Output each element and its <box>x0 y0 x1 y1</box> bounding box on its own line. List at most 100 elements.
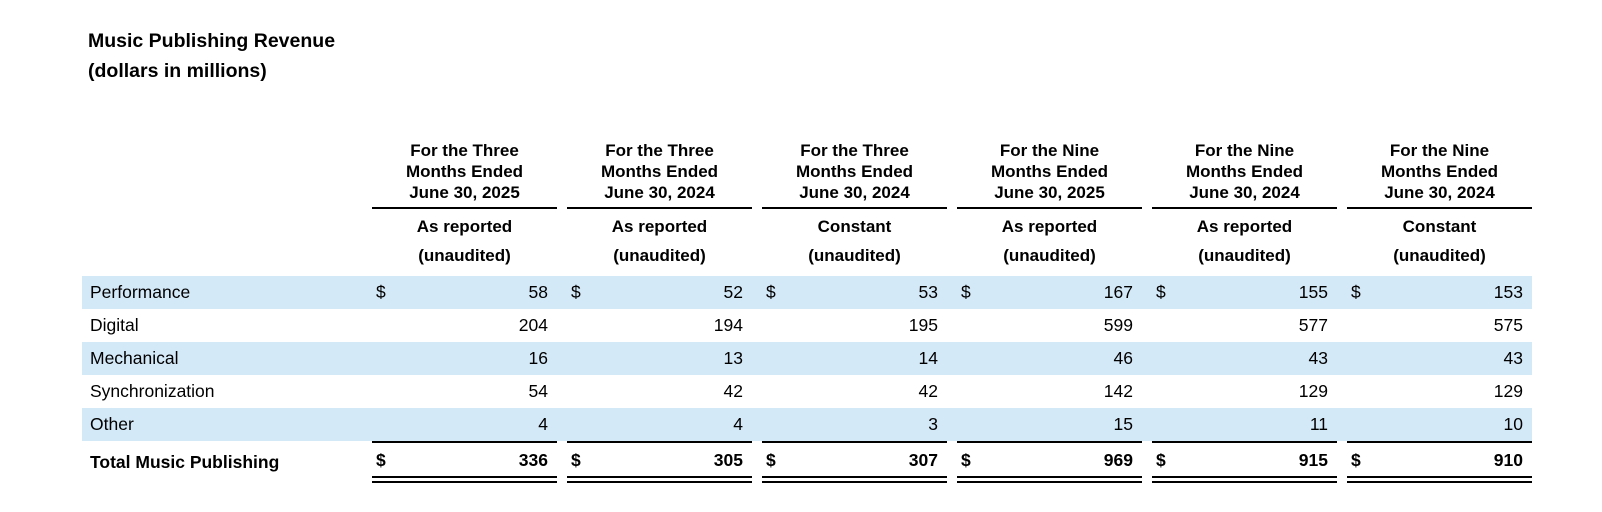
period-line: June 30, 2024 <box>799 183 910 202</box>
basis-label: As reported <box>1001 217 1098 236</box>
period-line: June 30, 2025 <box>409 183 520 202</box>
period-heading: For the Three Months Ended June 30, 2025 <box>372 140 557 209</box>
page-subtitle: (dollars in millions) <box>88 60 267 82</box>
period-heading: For the Three Months Ended June 30, 2024 <box>567 140 752 209</box>
currency-symbol: $ <box>376 450 386 470</box>
value-cell: 3 <box>752 408 947 441</box>
column-header-2: For the Three Months Ended June 30, 2024 <box>557 140 752 209</box>
period-line: Months Ended <box>1185 162 1304 181</box>
unaudited-label: (unaudited) <box>1393 246 1486 265</box>
currency-symbol: $ <box>961 450 971 470</box>
table-row-mechanical: Mechanical 16 13 14 46 43 43 <box>82 342 1532 375</box>
column-header-5: For the Nine Months Ended June 30, 2024 <box>1142 140 1337 209</box>
value-cell: 42 <box>557 375 752 408</box>
period-heading: For the Nine Months Ended June 30, 2024 <box>1152 140 1337 209</box>
cell-value: 599 <box>1103 315 1133 335</box>
period-line: For the Nine <box>1389 141 1490 160</box>
value-cell: $53 <box>752 276 947 309</box>
cell-value: 54 <box>528 381 548 401</box>
total-value: 969 <box>1103 450 1133 470</box>
revenue-table: For the Three Months Ended June 30, 2025 F… <box>82 140 1532 483</box>
title-block: Music Publishing Revenue (dollars in mil… <box>0 0 1602 83</box>
period-line: Months Ended <box>795 162 914 181</box>
value-cell: 13 <box>557 342 752 375</box>
value-cell: 10 <box>1337 408 1532 441</box>
table-row-digital: Digital 204 194 195 599 577 575 <box>82 309 1532 342</box>
period-line: June 30, 2025 <box>994 183 1105 202</box>
cell-value: 16 <box>528 348 548 368</box>
period-line: June 30, 2024 <box>1384 183 1495 202</box>
total-value: 915 <box>1298 450 1328 470</box>
cell-value: 153 <box>1493 282 1523 302</box>
currency-symbol: $ <box>766 282 776 302</box>
row-label: Synchronization <box>90 381 215 401</box>
period-line: June 30, 2024 <box>604 183 715 202</box>
basis-label: As reported <box>611 217 708 236</box>
period-line: June 30, 2024 <box>1189 183 1300 202</box>
basis-label: As reported <box>1196 217 1293 236</box>
value-cell: 42 <box>752 375 947 408</box>
label-column-spacer <box>82 237 362 276</box>
value-cell: 46 <box>947 342 1142 375</box>
value-cell: 16 <box>362 342 557 375</box>
currency-symbol: $ <box>1351 450 1361 470</box>
cell-value: 204 <box>518 315 548 335</box>
currency-symbol: $ <box>1156 282 1166 302</box>
total-value-cell: $969 <box>947 441 1142 483</box>
unaudited-label: (unaudited) <box>808 246 901 265</box>
cell-value: 10 <box>1503 414 1523 434</box>
period-line: For the Nine <box>999 141 1100 160</box>
cell-value: 155 <box>1298 282 1328 302</box>
cell-value: 195 <box>908 315 938 335</box>
value-cell: 129 <box>1142 375 1337 408</box>
cell-value: 4 <box>733 414 743 434</box>
cell-value: 4 <box>538 414 548 434</box>
currency-symbol: $ <box>571 450 581 470</box>
page-title: Music Publishing Revenue <box>88 30 336 52</box>
table-row-total: Total Music Publishing $336 $305 $307 $9… <box>82 441 1532 483</box>
cell-value: 3 <box>928 414 938 434</box>
currency-symbol: $ <box>376 282 386 302</box>
cell-value: 11 <box>1309 414 1328 434</box>
total-value-cell: $307 <box>752 441 947 483</box>
unaudited-header-row: (unaudited) (unaudited) (unaudited) (una… <box>82 237 1532 276</box>
cell-value: 43 <box>1503 348 1523 368</box>
currency-symbol: $ <box>1351 282 1361 302</box>
cell-value: 53 <box>918 282 938 302</box>
value-cell: 43 <box>1142 342 1337 375</box>
total-value: 336 <box>518 450 548 470</box>
total-value: 305 <box>713 450 743 470</box>
label-column-spacer <box>82 140 362 209</box>
value-cell: 43 <box>1337 342 1532 375</box>
unaudited-label: (unaudited) <box>1003 246 1096 265</box>
cell-value: 42 <box>723 381 743 401</box>
cell-value: 52 <box>723 282 743 302</box>
table-row-other: Other 4 4 3 15 11 10 <box>82 408 1532 441</box>
table-row-synchronization: Synchronization 54 42 42 142 129 129 <box>82 375 1532 408</box>
table-header: For the Three Months Ended June 30, 2025 F… <box>82 140 1532 276</box>
cell-value: 575 <box>1493 315 1523 335</box>
period-line: For the Three <box>605 141 714 160</box>
period-line: Months Ended <box>1380 162 1499 181</box>
column-header-6: For the Nine Months Ended June 30, 2024 <box>1337 140 1532 209</box>
value-cell: $52 <box>557 276 752 309</box>
cell-value: 194 <box>713 315 743 335</box>
column-header-4: For the Nine Months Ended June 30, 2025 <box>947 140 1142 209</box>
unaudited-label: (unaudited) <box>1198 246 1291 265</box>
value-cell: 204 <box>362 309 557 342</box>
period-line: Months Ended <box>600 162 719 181</box>
cell-value: 142 <box>1103 381 1133 401</box>
unaudited-label: (unaudited) <box>418 246 511 265</box>
total-value-cell: $910 <box>1337 441 1532 483</box>
basis-label: Constant <box>1402 217 1477 236</box>
cell-value: 129 <box>1298 381 1328 401</box>
value-cell: 142 <box>947 375 1142 408</box>
value-cell: 4 <box>557 408 752 441</box>
cell-value: 42 <box>918 381 938 401</box>
value-cell: $167 <box>947 276 1142 309</box>
currency-symbol: $ <box>1156 450 1166 470</box>
value-cell: 575 <box>1337 309 1532 342</box>
period-header-row: For the Three Months Ended June 30, 2025 F… <box>82 140 1532 209</box>
total-value: 910 <box>1493 450 1523 470</box>
